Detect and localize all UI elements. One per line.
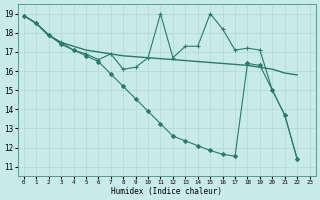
X-axis label: Humidex (Indice chaleur): Humidex (Indice chaleur)	[111, 187, 222, 196]
